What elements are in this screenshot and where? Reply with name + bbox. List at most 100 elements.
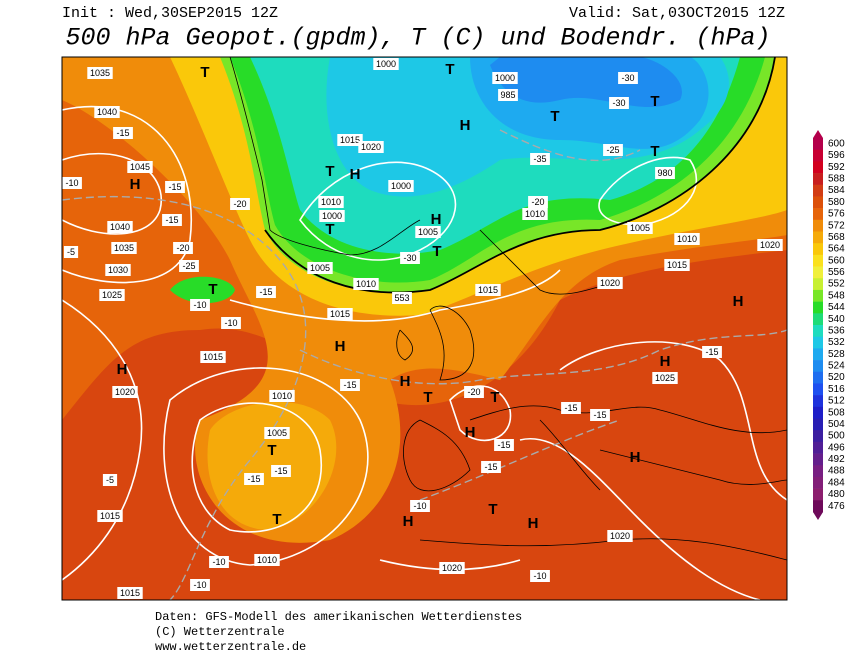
colorbar-cell	[813, 360, 823, 373]
pressure-center: H	[350, 166, 361, 183]
pressure-label: 1010	[677, 234, 697, 244]
label-box	[200, 351, 226, 363]
label-box	[530, 153, 550, 165]
colorbar-cell	[813, 289, 823, 302]
temperature-label: -10	[224, 318, 237, 328]
temperature-label: -30	[612, 98, 625, 108]
label-box	[410, 500, 430, 512]
coastlines	[229, 57, 787, 561]
colorbar-label: 560	[828, 255, 845, 266]
pressure-label: 1015	[100, 511, 120, 521]
temperature-label: -20	[233, 199, 246, 209]
colorbar-label: 576	[828, 209, 845, 220]
isobars	[62, 105, 787, 600]
pressure-label: 1015	[340, 135, 360, 145]
label-box	[97, 510, 123, 522]
pressure-label: 1000	[376, 59, 396, 69]
colorbar-cell	[813, 453, 823, 466]
temperature-label: -15	[484, 462, 497, 472]
colorbar-cell	[813, 184, 823, 197]
colorbar-label: 572	[828, 220, 845, 231]
pressure-label: 1005	[630, 223, 650, 233]
pressure-label: 1005	[418, 227, 438, 237]
colorbar-cell	[813, 196, 823, 209]
colorbar-label: 528	[828, 349, 845, 360]
colorbar-cell	[813, 383, 823, 396]
colorbar-label: 580	[828, 197, 845, 208]
pressure-center: T	[650, 93, 659, 110]
temperature-label: -15	[593, 410, 606, 420]
label-box	[498, 89, 518, 101]
label-box	[173, 242, 193, 254]
label-box	[102, 474, 118, 486]
pressure-center: T	[445, 61, 454, 78]
colorbar: 6005965925885845805765725685645605565525…	[813, 130, 845, 520]
label-box	[627, 222, 653, 234]
pressure-center: T	[208, 281, 217, 298]
label-box	[494, 439, 514, 451]
label-box	[607, 530, 633, 542]
colorbar-cell	[813, 395, 823, 408]
pressure-center: T	[325, 163, 334, 180]
colorbar-cell	[813, 301, 823, 314]
pressure-label: 553	[394, 293, 409, 303]
pressure-label: 1025	[102, 290, 122, 300]
colorbar-label: 556	[828, 267, 845, 278]
colorbar-label: 476	[828, 501, 845, 512]
pressure-label: 1020	[600, 278, 620, 288]
pressure-center: H	[630, 449, 641, 466]
pressure-label: 1015	[203, 352, 223, 362]
label-box	[62, 177, 82, 189]
label-box	[165, 181, 185, 193]
colorbar-cell	[813, 278, 823, 291]
label-box	[127, 161, 153, 173]
colorbar-cell	[813, 266, 823, 279]
temperature-label: -15	[247, 474, 260, 484]
colorbar-cell	[813, 243, 823, 256]
temperature-label: -30	[621, 73, 634, 83]
colorbar-cell	[813, 465, 823, 478]
colorbar-label: 600	[828, 138, 845, 149]
label-box	[256, 286, 276, 298]
colorbar-cell	[813, 173, 823, 186]
pressure-center: H	[431, 211, 442, 228]
colorbar-cell	[813, 325, 823, 337]
label-box	[111, 242, 137, 254]
pressure-center: T	[490, 389, 499, 406]
label-box	[318, 196, 344, 208]
colorbar-label: 508	[828, 407, 845, 418]
label-box	[94, 106, 120, 118]
label-box	[590, 409, 610, 421]
pressure-label: 1020	[361, 142, 381, 152]
pressure-label: 1045	[130, 162, 150, 172]
pressure-label: 1010	[272, 391, 292, 401]
label-box	[439, 562, 465, 574]
label-box	[528, 196, 548, 208]
footer-line: www.wetterzentrale.de	[155, 640, 306, 654]
label-box	[655, 167, 675, 179]
colorbar-label: 488	[828, 466, 845, 477]
label-box	[99, 289, 125, 301]
label-box	[618, 72, 638, 84]
pressure-center: H	[465, 424, 476, 441]
pressure-label: 1005	[310, 263, 330, 273]
label-box	[307, 262, 333, 274]
map-field: 1035104010451040103510301025102010151015…	[62, 57, 787, 600]
pressure-label: 1020	[442, 563, 462, 573]
temperature-label: -20	[467, 387, 480, 397]
pressure-label: 1000	[495, 73, 515, 83]
label-box	[230, 198, 250, 210]
label-box	[757, 239, 783, 251]
pressure-center: H	[660, 353, 671, 370]
label-box	[107, 221, 133, 233]
label-box	[522, 208, 548, 220]
pressure-label: 1020	[760, 240, 780, 250]
label-box	[112, 386, 138, 398]
pressure-center: T	[200, 64, 209, 81]
temperature-label: -10	[413, 501, 426, 511]
label-box	[340, 379, 360, 391]
colorbar-cell	[813, 254, 823, 267]
colorbar-cell	[813, 371, 823, 384]
